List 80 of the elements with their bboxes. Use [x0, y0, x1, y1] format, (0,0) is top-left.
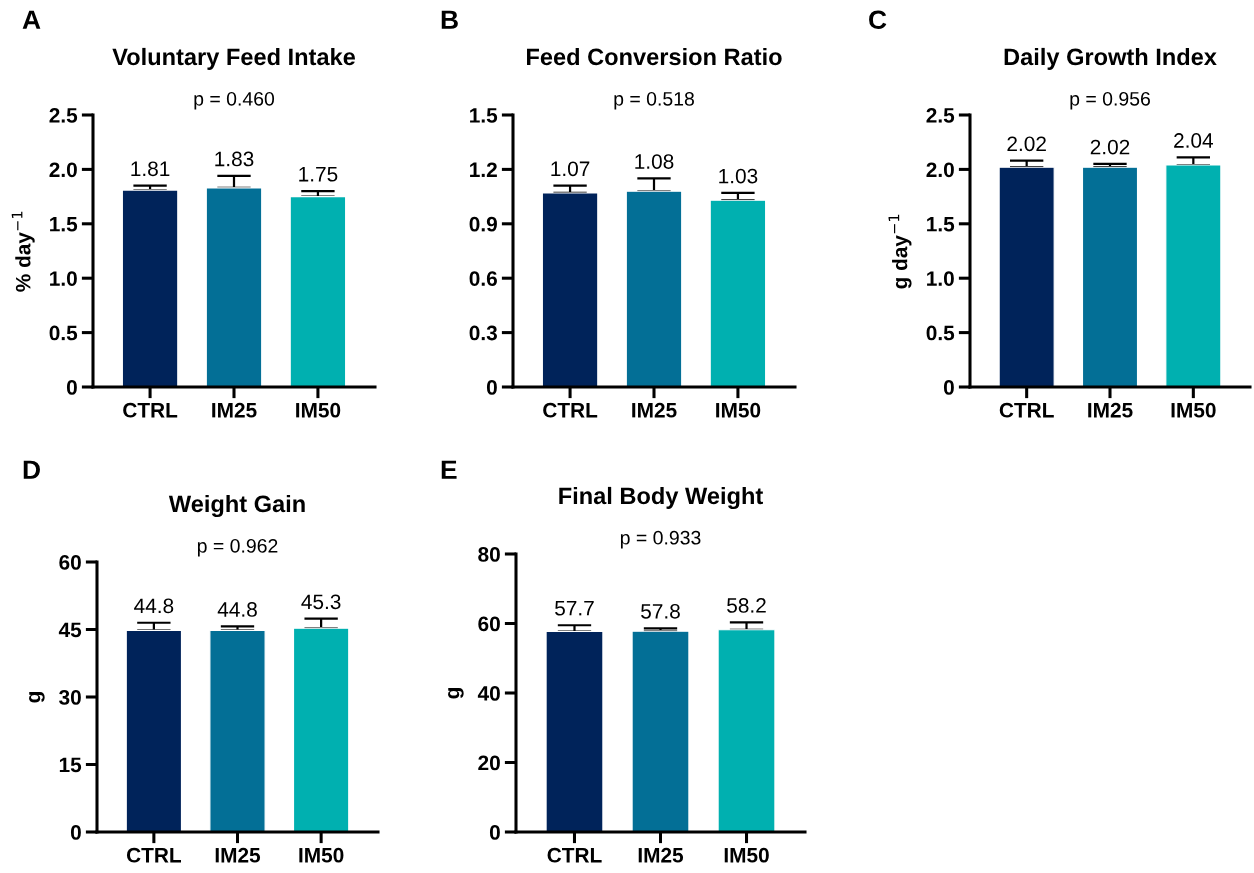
y-axis-title: % day$^{−1}$	[11, 211, 35, 292]
bar	[625, 190, 683, 387]
y-tick-label: 2.5	[49, 108, 78, 123]
y-axis-title: g	[448, 688, 464, 699]
x-tick-label: IM50	[296, 402, 341, 418]
data-label: 1.07	[551, 161, 590, 177]
y-tick-label: 0.9	[469, 216, 497, 232]
y-tick-label: 0	[943, 380, 954, 395]
y-tick-label: 1.5	[50, 217, 78, 232]
data-label: 58.2	[727, 598, 766, 613]
bar	[541, 192, 599, 387]
y-tick-label: 1.0	[50, 271, 77, 286]
y-tick-label: 15	[59, 757, 82, 773]
y-tick-label: 0	[70, 825, 81, 840]
y-tick-label: 2.0	[49, 162, 77, 178]
y-tick-label: 1.2	[470, 162, 497, 177]
y-tick-label: 0.5	[49, 325, 78, 341]
data-label: 44.8	[134, 598, 174, 614]
chart-title: Daily Growth Index	[1004, 47, 1217, 70]
data-label: 45.3	[301, 594, 341, 610]
y-tick-label: 60	[59, 555, 81, 570]
x-tick-label: CTRL	[547, 847, 602, 863]
x-tick-label: CTRL	[543, 402, 598, 418]
chart-title: Feed Conversion Ratio	[527, 47, 782, 66]
x-tick-label: CTRL	[126, 847, 181, 863]
data-label: 57.8	[641, 603, 680, 619]
data-label: 2.04	[1174, 133, 1213, 148]
text: p = 0.518	[614, 91, 694, 110]
data-label: 1.03	[719, 168, 758, 184]
x-tick-label: IM25	[212, 402, 257, 418]
text: p = 0.956	[1070, 91, 1150, 110]
y-tick-label: 1.5	[927, 217, 955, 232]
text: A	[22, 10, 41, 29]
x-tick-label: IM25	[215, 847, 261, 863]
x-tick-label: CTRL	[123, 402, 178, 418]
data-label: 2.02	[1090, 139, 1130, 155]
bar	[709, 199, 767, 387]
text: p = 0.933	[620, 530, 701, 549]
y-tick-label: 80	[478, 547, 500, 562]
y-axis-title: g	[29, 692, 45, 703]
x-tick-label: IM50	[724, 847, 769, 863]
y-tick-label: 40	[477, 686, 500, 701]
y-tick-label: 0.3	[469, 325, 497, 341]
x-tick-label: IM50	[299, 847, 344, 863]
data-label: 1.08	[635, 154, 674, 169]
chart-title: Voluntary Feed Intake	[112, 47, 356, 70]
x-tick-label: IM25	[1088, 402, 1133, 418]
text: C	[869, 10, 887, 30]
y-tick-label: 1.5	[470, 108, 498, 123]
x-tick-label: IM50	[1171, 402, 1216, 418]
text: B	[441, 10, 458, 29]
y-tick-label: 2.5	[926, 108, 955, 123]
y-tick-label: 30	[59, 690, 81, 705]
data-label: 57.7	[555, 601, 594, 616]
text: E	[441, 460, 457, 479]
y-tick-label: 0	[489, 825, 500, 840]
data-label: 1.81	[131, 161, 170, 177]
data-label: 1.75	[299, 167, 338, 182]
x-tick-label: IM50	[716, 402, 761, 418]
data-label: 2.02	[1007, 136, 1046, 152]
y-axis-title: g day$^{−1}$	[888, 214, 912, 289]
y-tick-label: 60	[478, 616, 500, 632]
y-tick-label: 2.0	[926, 162, 954, 178]
text: p = 0.962	[197, 538, 278, 557]
chart-title: Final Body Weight	[559, 486, 763, 509]
chart-title: Weight Gain	[168, 494, 305, 517]
y-tick-label: 20	[478, 755, 500, 771]
x-tick-label: IM25	[632, 402, 677, 418]
x-tick-label: CTRL	[999, 402, 1054, 418]
text: D	[23, 460, 40, 479]
y-tick-label: 0.5	[926, 325, 955, 341]
text: p = 0.460	[194, 91, 275, 110]
data-label: 1.83	[215, 151, 254, 167]
y-tick-label: 0.6	[469, 271, 497, 286]
data-label: 44.8	[217, 602, 257, 617]
y-tick-label: 0	[66, 380, 77, 395]
x-tick-label: IM25	[638, 847, 684, 863]
y-tick-label: 45	[58, 622, 82, 638]
y-tick-label: 1.0	[927, 271, 954, 286]
y-tick-label: 0	[486, 380, 497, 395]
